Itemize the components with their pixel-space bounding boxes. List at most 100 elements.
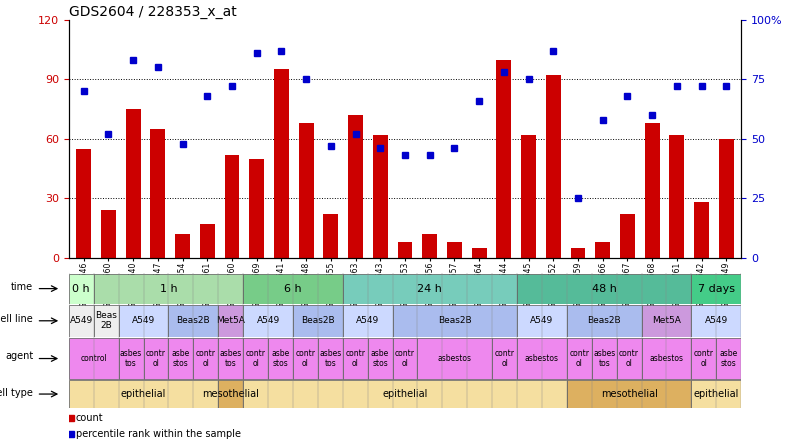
Text: 24 h: 24 h bbox=[417, 284, 442, 293]
Bar bbox=[517, 338, 567, 379]
Bar bbox=[645, 123, 659, 258]
Bar bbox=[670, 135, 684, 258]
Text: Met5A: Met5A bbox=[652, 316, 681, 325]
Text: agent: agent bbox=[5, 351, 33, 361]
Bar bbox=[517, 305, 567, 337]
Text: Met5A: Met5A bbox=[216, 316, 245, 325]
Bar bbox=[218, 305, 243, 337]
Text: epithelial: epithelial bbox=[693, 389, 739, 399]
Text: asbestos: asbestos bbox=[437, 354, 471, 363]
Bar bbox=[218, 338, 243, 379]
Text: 1 h: 1 h bbox=[160, 284, 177, 293]
Text: contr
ol: contr ol bbox=[694, 349, 714, 368]
Text: mesothelial: mesothelial bbox=[202, 389, 259, 399]
Bar bbox=[243, 305, 293, 337]
Bar bbox=[69, 380, 218, 408]
Text: contr
ol: contr ol bbox=[196, 349, 215, 368]
Text: 6 h: 6 h bbox=[284, 284, 302, 293]
Text: asbes
tos: asbes tos bbox=[593, 349, 616, 368]
Text: cell type: cell type bbox=[0, 388, 33, 398]
Bar bbox=[368, 338, 393, 379]
Bar bbox=[642, 338, 692, 379]
Text: control: control bbox=[80, 354, 107, 363]
Text: percentile rank within the sample: percentile rank within the sample bbox=[75, 429, 241, 439]
Bar bbox=[218, 380, 243, 408]
Text: Beas
2B: Beas 2B bbox=[96, 311, 117, 330]
Text: contr
ol: contr ol bbox=[146, 349, 166, 368]
Bar bbox=[299, 123, 313, 258]
Bar bbox=[118, 305, 168, 337]
Text: 7 days: 7 days bbox=[697, 284, 735, 293]
Bar bbox=[200, 224, 215, 258]
Bar bbox=[323, 214, 339, 258]
Bar bbox=[642, 305, 692, 337]
Text: epithelial: epithelial bbox=[382, 389, 428, 399]
Text: mesothelial: mesothelial bbox=[601, 389, 658, 399]
Bar bbox=[293, 305, 343, 337]
Bar bbox=[118, 338, 143, 379]
Text: A549: A549 bbox=[531, 316, 553, 325]
Bar bbox=[243, 380, 567, 408]
Text: asbe
stos: asbe stos bbox=[719, 349, 738, 368]
Bar bbox=[719, 139, 734, 258]
Text: count: count bbox=[75, 413, 103, 423]
Text: contr
ol: contr ol bbox=[495, 349, 514, 368]
Bar bbox=[521, 135, 536, 258]
Bar bbox=[151, 129, 165, 258]
Bar bbox=[393, 305, 517, 337]
Bar bbox=[194, 338, 218, 379]
Bar bbox=[447, 242, 462, 258]
Bar bbox=[69, 338, 118, 379]
Text: A549: A549 bbox=[70, 316, 93, 325]
Text: asbe
stos: asbe stos bbox=[371, 349, 390, 368]
Text: Beas2B: Beas2B bbox=[438, 316, 471, 325]
Text: contr
ol: contr ol bbox=[296, 349, 315, 368]
Text: contr
ol: contr ol bbox=[619, 349, 639, 368]
Bar bbox=[274, 69, 289, 258]
Bar bbox=[692, 305, 741, 337]
Text: time: time bbox=[11, 282, 33, 292]
Bar bbox=[101, 210, 116, 258]
Bar bbox=[348, 115, 363, 258]
Text: 0 h: 0 h bbox=[72, 284, 90, 293]
Bar bbox=[716, 338, 741, 379]
Text: GDS2604 / 228353_x_at: GDS2604 / 228353_x_at bbox=[69, 5, 237, 19]
Bar bbox=[293, 338, 318, 379]
Bar bbox=[517, 274, 692, 304]
Text: asbestos: asbestos bbox=[650, 354, 684, 363]
Text: Beas2B: Beas2B bbox=[587, 316, 621, 325]
Bar bbox=[126, 109, 140, 258]
Text: A549: A549 bbox=[705, 316, 728, 325]
Text: A549: A549 bbox=[257, 316, 279, 325]
Bar bbox=[692, 338, 716, 379]
Bar bbox=[595, 242, 610, 258]
Bar bbox=[249, 159, 264, 258]
Bar bbox=[616, 338, 642, 379]
Bar bbox=[546, 75, 561, 258]
Bar bbox=[76, 149, 91, 258]
Bar bbox=[343, 338, 368, 379]
Text: contr
ol: contr ol bbox=[569, 349, 590, 368]
Text: asbes
tos: asbes tos bbox=[319, 349, 342, 368]
Bar bbox=[69, 274, 94, 304]
Bar bbox=[168, 305, 218, 337]
Bar bbox=[497, 59, 511, 258]
Bar bbox=[398, 242, 412, 258]
Text: cell line: cell line bbox=[0, 314, 33, 324]
Bar bbox=[492, 338, 517, 379]
Text: A549: A549 bbox=[132, 316, 156, 325]
Bar bbox=[143, 338, 168, 379]
Bar bbox=[422, 234, 437, 258]
Text: contr
ol: contr ol bbox=[395, 349, 415, 368]
Text: epithelial: epithelial bbox=[121, 389, 166, 399]
Text: 48 h: 48 h bbox=[592, 284, 616, 293]
Bar bbox=[471, 248, 487, 258]
Bar bbox=[567, 338, 592, 379]
Text: asbe
stos: asbe stos bbox=[271, 349, 290, 368]
Bar bbox=[243, 274, 343, 304]
Text: contr
ol: contr ol bbox=[345, 349, 365, 368]
Bar bbox=[224, 155, 240, 258]
Bar bbox=[318, 338, 343, 379]
Bar bbox=[620, 214, 635, 258]
Bar bbox=[168, 338, 194, 379]
